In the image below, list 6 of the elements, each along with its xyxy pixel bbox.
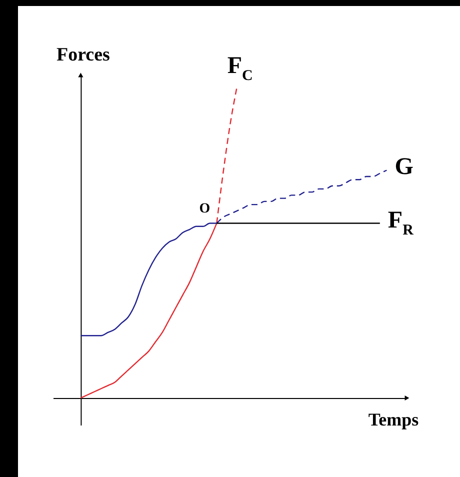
y-axis-title: Forces — [56, 44, 110, 66]
series-label: G — [394, 154, 414, 180]
series-label: F$_{C}$ — [227, 53, 253, 84]
series-label: F$_{R}$ — [388, 207, 414, 238]
annotation: O — [199, 201, 210, 216]
x-axis-title: Temps — [368, 410, 419, 430]
